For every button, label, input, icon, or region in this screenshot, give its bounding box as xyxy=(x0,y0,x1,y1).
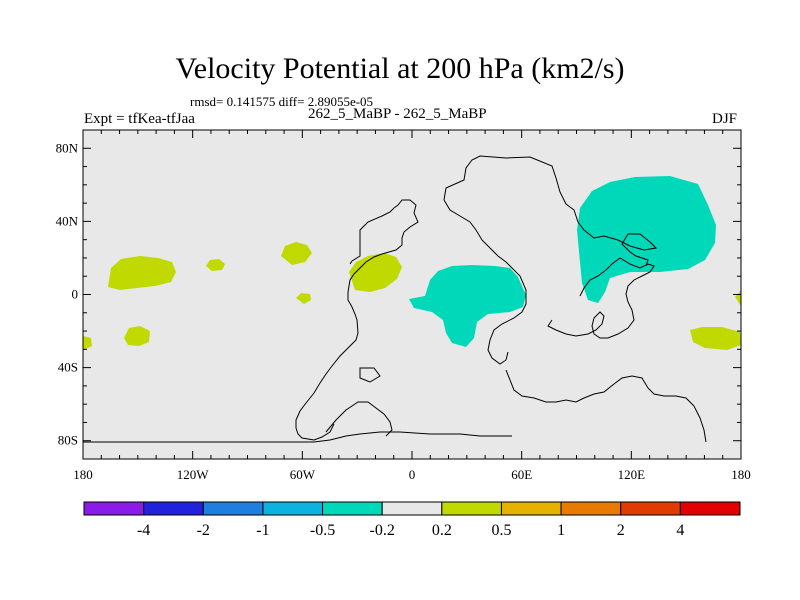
x-tick-label: 120W xyxy=(177,467,210,482)
positive-region-dateline-south xyxy=(83,336,92,350)
colorbar-box xyxy=(83,501,145,516)
y-tick-label: 80N xyxy=(56,140,79,155)
colorbar-box xyxy=(143,501,204,516)
y-tick-label: 40S xyxy=(58,360,78,375)
colorbar-box xyxy=(620,501,681,516)
positive-region-australia-east xyxy=(690,327,741,350)
outline-south-america xyxy=(295,199,419,441)
colorbar-box xyxy=(322,501,383,516)
colorbar-box xyxy=(381,501,443,516)
colorbar-box xyxy=(560,501,622,516)
colorbar-label: 0.2 xyxy=(432,522,452,539)
colorbar-box xyxy=(262,501,324,516)
outline-north-atlantic xyxy=(443,155,658,267)
x-tick-label: 180 xyxy=(731,467,751,482)
experiment-label: Expt = tfKea-tfJaa xyxy=(84,111,195,127)
y-tick-label: 0 xyxy=(72,287,79,302)
colorbar: -4 -2 -1 -0.5 -0.2 0.2 0.5 1 2 4 xyxy=(83,501,741,539)
colorbar-label: 2 xyxy=(617,522,625,539)
colorbar-box xyxy=(679,501,741,516)
outline-antarctica xyxy=(83,431,512,443)
plot-title: Velocity Potential at 200 hPa (km2/s) xyxy=(175,52,625,85)
positive-region-west-africa xyxy=(349,253,402,292)
positive-region-small-atlantic xyxy=(296,293,311,304)
positive-region-central-pacific xyxy=(108,256,176,290)
colorbar-label: -0.5 xyxy=(310,522,335,539)
outline-australia xyxy=(505,369,707,443)
map-axes xyxy=(82,130,742,459)
colorbar-label: 1 xyxy=(557,522,565,539)
colorbar-box xyxy=(441,501,502,516)
colorbar-label: 0.5 xyxy=(491,522,511,539)
contour-fields xyxy=(83,155,741,443)
y-tick-label: 40N xyxy=(56,213,79,228)
map-axis-labels: 80N 40N 0 40S 80S 180 120W 60W 0 60E 120E 180 xyxy=(56,140,751,482)
negative-region-africa xyxy=(409,265,526,347)
outline-island xyxy=(359,367,381,383)
colorbar-label: -0.2 xyxy=(370,522,395,539)
continent-outlines xyxy=(83,155,707,443)
outline-africa-asia xyxy=(443,199,527,365)
colorbar-label: -2 xyxy=(197,522,210,539)
case-label: 262_5_MaBP - 262_5_MaBP xyxy=(308,106,487,122)
outline-india-se-asia xyxy=(547,257,655,339)
x-tick-label: 60E xyxy=(511,467,532,482)
x-tick-label: 60W xyxy=(290,467,316,482)
colorbar-label: -4 xyxy=(137,522,150,539)
positive-region-southeast-pacific xyxy=(124,326,150,346)
stats-text: rmsd= 0.141575 diff= 2.89055e-05 xyxy=(190,94,374,109)
x-tick-label: 180 xyxy=(73,467,93,482)
colorbar-box xyxy=(202,501,264,516)
season-label: DJF xyxy=(712,111,738,127)
y-tick-label: 80S xyxy=(58,433,78,448)
positive-anomaly-regions xyxy=(83,242,741,350)
colorbar-label: 4 xyxy=(676,522,684,539)
positive-region-small-pacific xyxy=(206,259,225,271)
colorbar-box xyxy=(500,501,562,516)
x-tick-label: 120E xyxy=(618,467,646,482)
x-tick-label: 0 xyxy=(409,467,416,482)
colorbar-label: -1 xyxy=(256,522,269,539)
positive-region-central-america xyxy=(281,242,312,265)
outline-antarctic-peninsula xyxy=(325,401,393,437)
